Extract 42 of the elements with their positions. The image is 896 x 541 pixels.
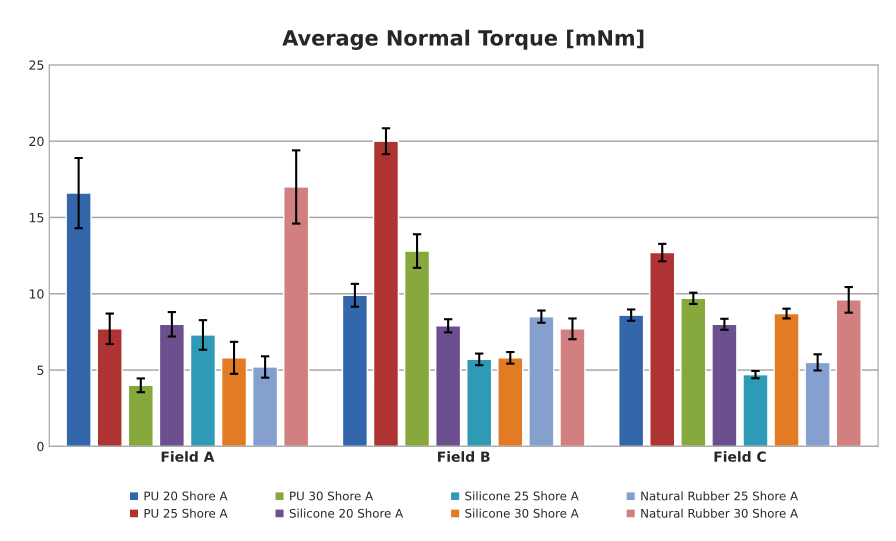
legend-label: PU 30 Shore A [290,491,374,500]
bar [220,357,248,446]
y-tick-label: 0 [37,442,44,452]
y-tick-label: 25 [29,60,44,70]
legend-label: PU 25 Shore A [144,508,228,518]
chart-title: Average Normal Torque [mNm] [282,30,644,50]
y-tick-label: 20 [29,136,44,146]
bar [742,374,769,446]
bar [435,325,462,446]
bar [836,299,862,446]
x-tick-label: Field C [714,451,766,462]
x-tick-label: Field B [438,451,490,462]
bar [804,362,831,446]
bar [96,328,123,446]
y-tick-label: 15 [30,213,44,222]
bar [283,186,310,446]
bar [559,328,586,446]
bar [773,312,800,446]
bar [497,357,524,446]
bar [466,358,492,446]
bar [404,250,430,446]
bar [66,192,92,446]
bar [252,366,278,446]
bar [649,252,676,446]
legend-label: Silicone 30 Shore A [465,508,579,518]
y-tick-label: 5 [37,366,44,375]
bar [372,140,400,446]
bar [711,324,738,446]
bar [190,334,216,446]
legend-label: Silicone 25 Shore A [465,491,579,500]
bar [618,314,644,446]
legend-label: Silicone 20 Shore A [290,508,404,518]
bar [128,384,154,446]
bar [528,316,555,446]
bar [158,324,185,446]
bar [342,294,368,446]
legend-label: Natural Rubber 25 Shore A [641,491,798,500]
legend-label: Natural Rubber 30 Shore A [641,508,798,518]
legend-label: PU 20 Shore A [144,491,228,500]
x-tick-label: Field A [162,451,214,462]
y-tick-label: 10 [30,289,44,299]
bar [680,298,706,446]
